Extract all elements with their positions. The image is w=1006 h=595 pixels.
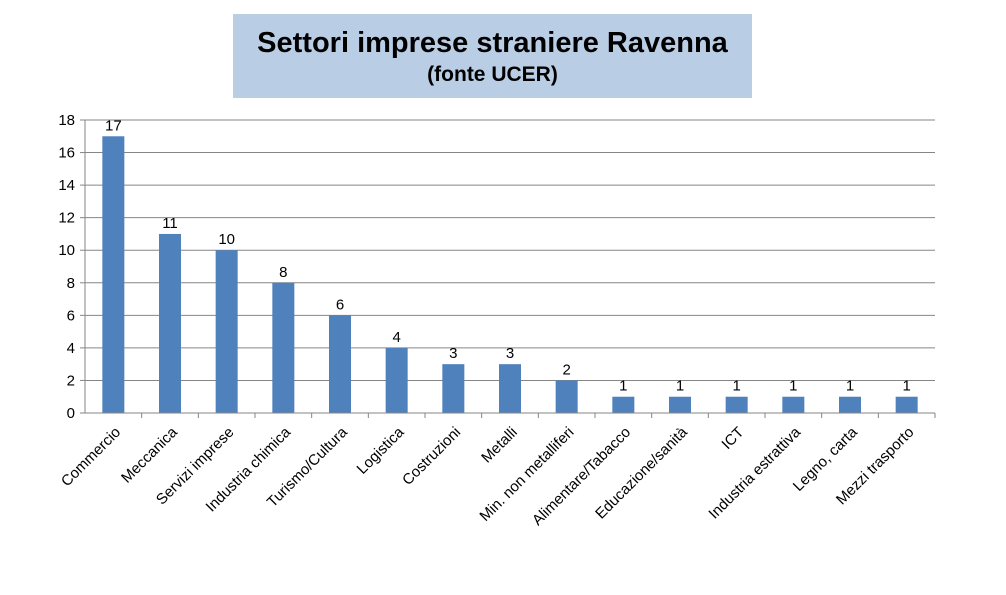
category-label: Costruzioni	[399, 424, 464, 489]
data-label: 6	[336, 296, 344, 313]
y-tick-label: 6	[67, 307, 75, 324]
bar	[555, 380, 578, 413]
data-label: 2	[562, 361, 570, 378]
category-label: ICT	[718, 424, 747, 453]
bar	[782, 396, 805, 413]
y-tick-label: 14	[58, 177, 75, 194]
data-label: 3	[506, 345, 514, 362]
bar	[385, 347, 408, 413]
bar	[499, 364, 521, 413]
data-label: 1	[902, 378, 910, 395]
bar	[895, 396, 918, 413]
data-label: 11	[162, 215, 178, 232]
y-tick-label: 18	[58, 112, 75, 129]
data-label: 10	[218, 231, 235, 248]
y-tick-label: 2	[67, 372, 75, 389]
data-label: 8	[279, 264, 287, 281]
data-label: 3	[449, 345, 457, 362]
bar	[102, 136, 125, 413]
bar	[839, 396, 861, 413]
bar	[159, 233, 181, 413]
y-tick-label: 16	[58, 145, 75, 162]
y-tick-label: 8	[67, 275, 75, 292]
data-label: 1	[732, 378, 740, 395]
y-tick-label: 10	[58, 242, 75, 259]
category-label: Logistica	[354, 423, 408, 477]
chart-title-box: Settori imprese straniere Ravenna (fonte…	[233, 14, 752, 98]
category-label: Commercio	[58, 424, 124, 490]
chart-title: Settori imprese straniere Ravenna	[257, 27, 728, 59]
y-tick-label: 0	[67, 405, 75, 422]
data-label: 1	[846, 378, 854, 395]
data-label: 4	[392, 329, 400, 346]
category-label: Alimentare/Tabacco	[529, 424, 634, 529]
data-label: 17	[105, 117, 122, 134]
category-label: Min. non metalliferi	[476, 424, 577, 525]
bar	[725, 396, 748, 413]
bar	[272, 282, 295, 413]
bar	[669, 396, 691, 413]
category-label: Metalli	[478, 424, 521, 467]
bar	[329, 315, 351, 413]
data-label: 1	[789, 378, 797, 395]
y-tick-label: 12	[58, 210, 75, 227]
bar	[215, 250, 238, 413]
data-label: 1	[619, 378, 627, 395]
y-tick-label: 4	[67, 340, 75, 357]
bar	[612, 396, 635, 413]
data-label: 1	[676, 378, 684, 395]
bar	[442, 364, 465, 413]
chart-subtitle: (fonte UCER)	[427, 63, 558, 86]
